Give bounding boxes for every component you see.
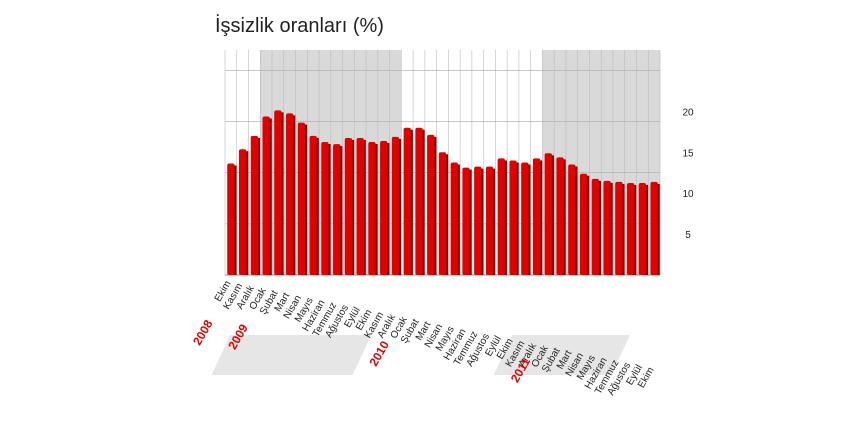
bar-side [456, 164, 460, 275]
bar [638, 182, 647, 275]
bar-side [515, 162, 519, 275]
bar-side [233, 165, 237, 275]
bar [544, 153, 552, 275]
y-tick-label: 20 [682, 107, 694, 118]
chart-title: İşsizlik oranları (%) [215, 14, 384, 37]
bar [521, 162, 529, 275]
bar [603, 180, 611, 275]
bar-side [527, 164, 531, 275]
bar-side [351, 139, 355, 275]
y-tick-label: 10 [682, 189, 694, 200]
bar [274, 110, 282, 275]
bar [579, 173, 588, 275]
bar-side [386, 143, 390, 275]
bar [485, 166, 494, 275]
bar [391, 136, 400, 275]
bar [591, 178, 599, 275]
bar-side [362, 139, 366, 275]
bar-side [398, 138, 402, 275]
bar-side [539, 160, 543, 275]
bar [532, 158, 541, 275]
bar-side [280, 112, 284, 275]
bar-side [492, 168, 496, 275]
bar [321, 142, 329, 275]
bar [415, 127, 423, 276]
bar-side [445, 154, 449, 275]
bar-side [597, 180, 601, 275]
y-tick-label: 5 [685, 230, 691, 241]
bar-side [374, 144, 378, 275]
bar-side [550, 155, 554, 275]
bar-side [609, 182, 613, 275]
bar [615, 181, 623, 275]
bar [309, 135, 317, 275]
bar-side [480, 168, 484, 275]
bar-side [633, 184, 637, 275]
bar [626, 182, 635, 275]
bar-side [304, 124, 308, 275]
bar-side [503, 160, 507, 275]
bar-side [327, 144, 331, 275]
bar-side [621, 183, 625, 275]
bar-side [574, 166, 578, 275]
bar [450, 162, 458, 275]
bar [227, 163, 235, 275]
bar [497, 158, 505, 275]
bar [238, 149, 247, 275]
bar [344, 137, 353, 275]
bar-side [586, 175, 590, 275]
bar-side [409, 129, 413, 275]
bar-side [292, 115, 296, 275]
bar-side [268, 118, 272, 276]
bar [297, 122, 306, 275]
bar [474, 166, 482, 275]
y-tick-label: 15 [682, 148, 694, 159]
bar-side [656, 183, 660, 275]
bar-side [245, 151, 249, 275]
bar-side [315, 137, 319, 275]
bar [556, 157, 564, 275]
bar-side [421, 129, 425, 275]
bar [403, 127, 411, 276]
bar-side [339, 146, 343, 275]
year-floor [493, 335, 631, 375]
bar-side [645, 184, 649, 275]
bar [568, 164, 576, 275]
bar [286, 113, 294, 275]
bar-side [562, 159, 566, 275]
bar-side [257, 137, 261, 275]
bar-side [468, 169, 472, 275]
bar [650, 181, 658, 275]
bar-side [433, 136, 437, 275]
year-label: 2010 [366, 338, 392, 368]
bar [462, 167, 470, 275]
bar [380, 141, 388, 275]
bar [333, 144, 341, 275]
year-floor [211, 335, 372, 375]
bar [368, 142, 376, 275]
year-label: 2008 [190, 317, 216, 347]
bar [250, 135, 259, 275]
bar [356, 137, 364, 275]
bar [509, 160, 517, 275]
bar [427, 134, 435, 275]
bar [438, 152, 447, 275]
bar [262, 116, 270, 276]
